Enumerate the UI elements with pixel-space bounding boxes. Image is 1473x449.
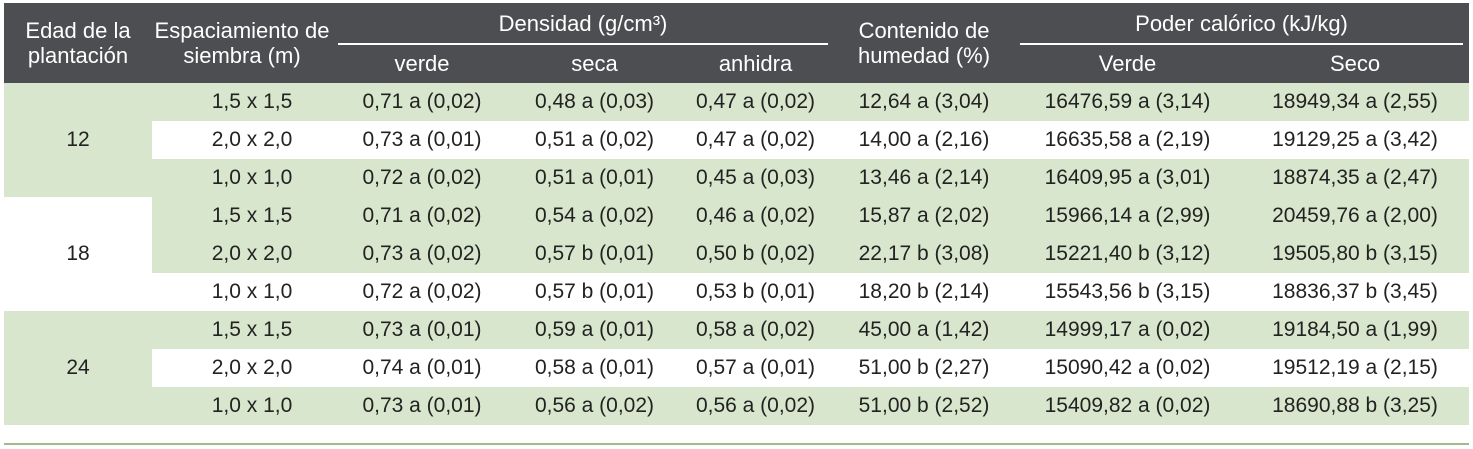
calorific-green-cell: 15543,56 b (3,15)	[1014, 273, 1242, 311]
density-anhydrous-cell: 0,45 a (0,03)	[677, 159, 835, 197]
results-table: Edad de la plantación Espaciamiento de s…	[4, 3, 1470, 425]
moisture-cell: 15,87 a (2,02)	[834, 197, 1015, 235]
density-green-cell: 0,71 a (0,02)	[332, 197, 512, 235]
density-dry-cell: 0,51 a (0,02)	[512, 121, 677, 159]
spacing-cell: 2,0 x 2,0	[152, 121, 332, 159]
calorific-dry-cell: 19184,50 a (1,99)	[1241, 311, 1470, 349]
calorific-dry-cell: 19505,80 b (3,15)	[1241, 235, 1470, 273]
calorific-green-cell: 15221,40 b (3,12)	[1014, 235, 1242, 273]
density-green-cell: 0,72 a (0,02)	[332, 273, 512, 311]
density-dry-cell: 0,48 a (0,03)	[512, 83, 677, 121]
spacing-cell: 1,0 x 1,0	[152, 273, 332, 311]
density-dry-cell: 0,58 a (0,01)	[512, 349, 677, 387]
density-dry-cell: 0,54 a (0,02)	[512, 197, 677, 235]
spacing-cell: 2,0 x 2,0	[152, 235, 332, 273]
density-dry-cell: 0,51 a (0,01)	[512, 159, 677, 197]
density-anhydrous-cell: 0,57 a (0,01)	[677, 349, 835, 387]
density-dry-cell: 0,57 b (0,01)	[512, 235, 677, 273]
calorific-green-cell: 16409,95 a (3,01)	[1014, 159, 1242, 197]
moisture-cell: 51,00 b (2,52)	[834, 387, 1015, 425]
header-density-label: Densidad (g/cm³)	[498, 10, 668, 36]
header-plantation-age: Edad de la plantación	[4, 3, 152, 83]
density-dry-cell: 0,56 a (0,02)	[512, 387, 677, 425]
header-calorific-underline	[1020, 43, 1464, 45]
table-row: 1,0 x 1,0 0,72 a (0,02) 0,51 a (0,01) 0,…	[4, 159, 1470, 197]
header-calorific-green: Verde	[1014, 43, 1242, 83]
table-row: 2,0 x 2,0 0,73 a (0,02) 0,57 b (0,01) 0,…	[4, 235, 1470, 273]
density-green-cell: 0,73 a (0,01)	[332, 311, 512, 349]
plantation-age-cell: 24	[4, 311, 152, 425]
density-green-cell: 0,73 a (0,01)	[332, 121, 512, 159]
header-density-underline	[338, 43, 829, 45]
table-row: 2,0 x 2,0 0,73 a (0,01) 0,51 a (0,02) 0,…	[4, 121, 1470, 159]
calorific-green-cell: 15409,82 a (0,02)	[1014, 387, 1242, 425]
header-planting-spacing: Espaciamiento de siembra (m)	[152, 3, 332, 83]
spacing-cell: 1,5 x 1,5	[152, 311, 332, 349]
header-density-group: Densidad (g/cm³)	[332, 3, 835, 45]
data-table-container: Edad de la plantación Espaciamiento de s…	[4, 3, 1470, 445]
table-row: 18 1,5 x 1,5 0,71 a (0,02) 0,54 a (0,02)…	[4, 197, 1470, 311]
header-density-dry: seca	[512, 43, 677, 83]
calorific-dry-cell: 18874,35 a (2,47)	[1241, 159, 1470, 197]
moisture-cell: 18,20 b (2,14)	[834, 273, 1015, 311]
spacing-cell: 1,0 x 1,0	[152, 159, 332, 197]
density-anhydrous-cell: 0,46 a (0,02)	[677, 197, 835, 235]
moisture-cell: 22,17 b (3,08)	[834, 235, 1015, 273]
moisture-cell: 12,64 a (3,04)	[834, 83, 1015, 121]
table-row: 24 1,5 x 1,5 0,73 a (0,01) 0,59 a (0,01)…	[4, 311, 1470, 425]
calorific-dry-cell: 18690,88 b (3,25)	[1241, 387, 1470, 425]
spacing-cell: 1,0 x 1,0	[152, 387, 332, 425]
table-row: 1,0 x 1,0 0,72 a (0,02) 0,57 b (0,01) 0,…	[4, 273, 1470, 311]
spacing-cell: 1,5 x 1,5	[152, 83, 332, 121]
calorific-dry-cell: 18949,34 a (2,55)	[1241, 83, 1470, 121]
header-density-anhydrous: anhidra	[677, 43, 835, 83]
density-dry-cell: 0,59 a (0,01)	[512, 311, 677, 349]
table-row: 1,0 x 1,0 0,73 a (0,01) 0,56 a (0,02) 0,…	[4, 387, 1470, 425]
moisture-cell: 13,46 a (2,14)	[834, 159, 1015, 197]
calorific-green-cell: 14999,17 a (0,02)	[1014, 311, 1242, 349]
density-green-cell: 0,73 a (0,01)	[332, 387, 512, 425]
calorific-dry-cell: 19512,19 a (2,15)	[1241, 349, 1470, 387]
header-calorific-dry: Seco	[1241, 43, 1470, 83]
header-density-green: verde	[332, 43, 512, 83]
calorific-dry-cell: 20459,76 a (2,00)	[1241, 197, 1470, 235]
density-green-cell: 0,72 a (0,02)	[332, 159, 512, 197]
calorific-dry-cell: 18836,37 b (3,45)	[1241, 273, 1470, 311]
calorific-green-cell: 16635,58 a (2,19)	[1014, 121, 1242, 159]
density-green-cell: 0,74 a (0,01)	[332, 349, 512, 387]
table-row: 12 1,5 x 1,5 0,71 a (0,02) 0,48 a (0,03)…	[4, 83, 1470, 197]
table-header: Edad de la plantación Espaciamiento de s…	[4, 3, 1470, 83]
density-anhydrous-cell: 0,56 a (0,02)	[677, 387, 835, 425]
calorific-dry-cell: 19129,25 a (3,42)	[1241, 121, 1470, 159]
spacing-cell: 2,0 x 2,0	[152, 349, 332, 387]
density-anhydrous-cell: 0,47 a (0,02)	[677, 121, 835, 159]
density-anhydrous-cell: 0,53 b (0,01)	[677, 273, 835, 311]
density-anhydrous-cell: 0,50 b (0,02)	[677, 235, 835, 273]
table-body: 12 1,5 x 1,5 0,71 a (0,02) 0,48 a (0,03)…	[4, 83, 1470, 425]
moisture-cell: 51,00 b (2,27)	[834, 349, 1015, 387]
header-moisture-content: Contenido de humedad (%)	[834, 3, 1015, 83]
calorific-green-cell: 16476,59 a (3,14)	[1014, 83, 1242, 121]
header-calorific-label: Poder calórico (kJ/kg)	[1135, 10, 1348, 36]
plantation-age-cell: 12	[4, 83, 152, 197]
header-calorific-group: Poder calórico (kJ/kg)	[1014, 3, 1470, 45]
plantation-age-cell: 18	[4, 197, 152, 311]
density-anhydrous-cell: 0,47 a (0,02)	[677, 83, 835, 121]
moisture-cell: 45,00 a (1,42)	[834, 311, 1015, 349]
density-green-cell: 0,73 a (0,02)	[332, 235, 512, 273]
density-green-cell: 0,71 a (0,02)	[332, 83, 512, 121]
density-anhydrous-cell: 0,58 a (0,02)	[677, 311, 835, 349]
calorific-green-cell: 15966,14 a (2,99)	[1014, 197, 1242, 235]
table-row: 2,0 x 2,0 0,74 a (0,01) 0,58 a (0,01) 0,…	[4, 349, 1470, 387]
moisture-cell: 14,00 a (2,16)	[834, 121, 1015, 159]
calorific-green-cell: 15090,42 a (0,02)	[1014, 349, 1242, 387]
density-dry-cell: 0,57 b (0,01)	[512, 273, 677, 311]
spacing-cell: 1,5 x 1,5	[152, 197, 332, 235]
